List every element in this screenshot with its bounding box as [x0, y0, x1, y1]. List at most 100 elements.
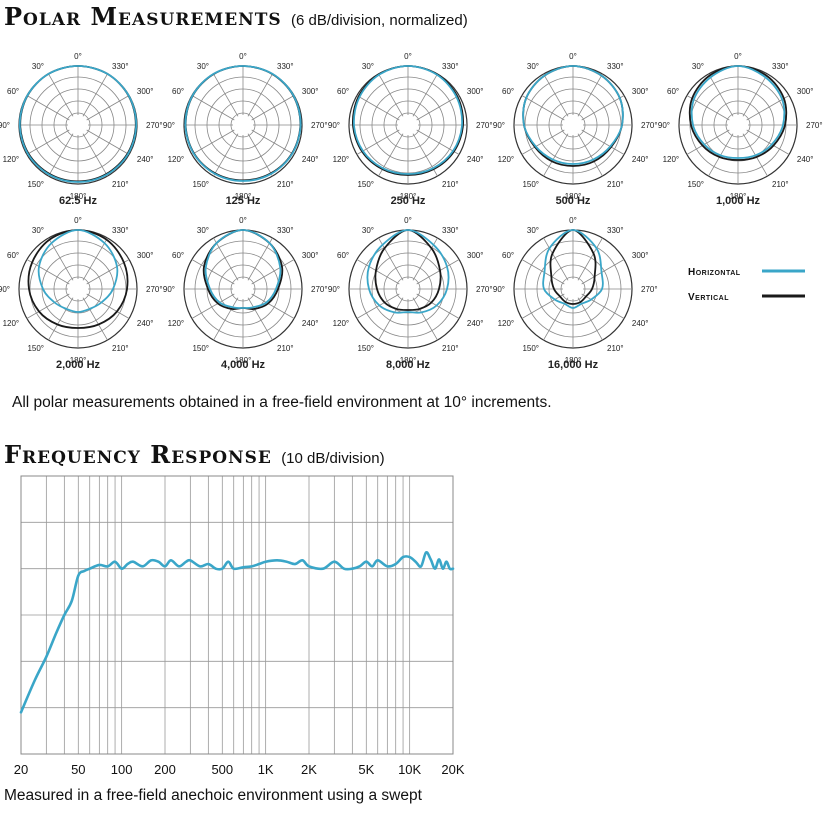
polar-spoke: [378, 297, 404, 341]
polar-angle-label: 30°: [362, 226, 374, 235]
polar-angle-label: 120°: [3, 319, 20, 328]
polar-angle-label: 210°: [277, 344, 294, 353]
polar-angle-label: 240°: [302, 319, 319, 328]
polar-curve-vertical: [374, 229, 442, 311]
polar-angle-label: 150°: [522, 344, 539, 353]
polar-spoke: [48, 237, 74, 281]
polar-angle-label: 90°: [163, 121, 175, 130]
frequency-plot-frame: [20, 475, 454, 755]
polar-spoke: [577, 237, 603, 281]
polar-spoke: [48, 73, 74, 117]
polar-angle-label: 90°: [493, 121, 505, 130]
polar-curve-vertical: [351, 65, 465, 176]
polar-ring: [65, 276, 91, 302]
polar-spoke: [521, 293, 565, 319]
polar-angle-label: 300°: [302, 251, 319, 260]
polar-curve-vertical: [549, 229, 597, 305]
polar-angle-label: 330°: [607, 62, 624, 71]
polar-angle-label: 30°: [527, 226, 539, 235]
frequency-subtitle: (10 dB/division): [281, 450, 385, 467]
polar-angle-label: 120°: [663, 155, 680, 164]
polar-spoke: [86, 129, 130, 155]
polar-spoke: [577, 73, 603, 117]
polar-angle-label: 90°: [0, 285, 10, 294]
polar-spoke: [213, 73, 239, 117]
polar-angle-label: 0°: [239, 52, 247, 61]
polar-angle-label: 180°: [235, 192, 252, 201]
polar-angle-label: 180°: [565, 356, 582, 365]
polar-ring: [395, 276, 421, 302]
polar-angle-label: 270°: [146, 285, 163, 294]
polar-angle-label: 30°: [197, 226, 209, 235]
polar-spoke: [191, 129, 235, 155]
polar-angle-label: 120°: [168, 319, 185, 328]
polar-spoke: [191, 293, 235, 319]
polar-angle-label: 300°: [797, 87, 814, 96]
polar-angle-label: 270°: [146, 121, 163, 130]
polar-angle-label: 150°: [522, 180, 539, 189]
polar-plot: 0° 30° 60° 90° 120° 150° 180° 210° 240° 270° 300° 3…: [328, 52, 493, 207]
polar-angle-label: 0°: [74, 52, 82, 61]
polar-spoke: [577, 133, 603, 177]
polar-angle-label: 330°: [442, 226, 459, 235]
polar-angle-label: 210°: [607, 344, 624, 353]
polar-spoke: [356, 259, 400, 285]
frequency-tick-label: 50: [71, 762, 85, 777]
polar-spoke: [247, 237, 273, 281]
polar-angle-label: 300°: [302, 87, 319, 96]
frequency-tick-label: 20K: [441, 762, 464, 777]
polar-angle-label: 210°: [772, 180, 789, 189]
polar-spoke: [412, 297, 438, 341]
polar-frequency-label: 2,000 Hz: [56, 359, 101, 371]
polar-ring: [230, 112, 256, 138]
polar-spoke: [577, 297, 603, 341]
polar-angle-label: 150°: [357, 180, 374, 189]
polar-plot: 0° 30° 60° 90° 120° 150° 180° 210° 240° 270° 300° 3…: [658, 52, 823, 207]
polar-angle-label: 120°: [3, 155, 20, 164]
polar-frequency-label: 250 Hz: [391, 195, 426, 207]
polar-spoke: [543, 297, 569, 341]
polar-angle-label: 0°: [404, 216, 412, 225]
polar-curve-horizontal: [18, 65, 138, 183]
polar-angle-label: 180°: [70, 356, 87, 365]
polar-angle-label: 180°: [70, 192, 87, 201]
polar-frequency-label: 125 Hz: [226, 195, 261, 207]
polar-ring: [560, 112, 586, 138]
polar-section-title: Polar Measurements (6 dB/division, norma…: [4, 2, 468, 31]
polar-spoke: [746, 129, 790, 155]
frequency-tick-label: 5K: [358, 762, 374, 777]
polar-angle-label: 60°: [502, 251, 514, 260]
polar-angle-label: 90°: [163, 285, 175, 294]
polar-spoke: [742, 73, 768, 117]
polar-ring: [725, 112, 751, 138]
polar-angle-label: 60°: [667, 87, 679, 96]
polar-spoke: [82, 133, 108, 177]
polar-angle-label: 300°: [632, 251, 649, 260]
polar-angle-label: 30°: [527, 62, 539, 71]
polar-angle-label: 330°: [772, 62, 789, 71]
polar-legend: Horizontal Vertical: [688, 267, 805, 303]
polar-angle-label: 240°: [467, 319, 484, 328]
frequency-response-curve: [19, 551, 455, 714]
polar-spoke: [247, 73, 273, 117]
polar-angle-label: 150°: [192, 180, 209, 189]
frequency-response-chart: 20 50 100 200 500 1K 2K 5K 10K 20K: [14, 475, 465, 777]
polar-spoke: [581, 259, 625, 285]
polar-plot: 0° 30° 60° 90° 120° 150° 180° 210° 240° 270° 300° 3…: [0, 52, 163, 207]
polar-spoke: [247, 133, 273, 177]
polar-angle-label: 300°: [137, 87, 154, 96]
polar-note: All polar measurements obtained in a fre…: [12, 394, 552, 411]
polar-spoke: [412, 73, 438, 117]
polar-curve-horizontal: [204, 229, 282, 309]
frequency-tick-label: 1K: [258, 762, 274, 777]
polar-angle-label: 210°: [442, 344, 459, 353]
polar-angle-label: 210°: [277, 180, 294, 189]
polar-spoke: [213, 297, 239, 341]
polar-angle-label: 60°: [337, 87, 349, 96]
polar-angle-label: 270°: [806, 121, 823, 130]
frequency-tick-label: 2K: [301, 762, 317, 777]
polar-angle-label: 90°: [658, 121, 670, 130]
polar-spoke: [251, 95, 295, 121]
polar-plots-area: 0° 30° 60° 90° 120° 150° 180° 210° 240° 270° 300° 3…: [0, 52, 823, 371]
polar-spoke: [247, 297, 273, 341]
